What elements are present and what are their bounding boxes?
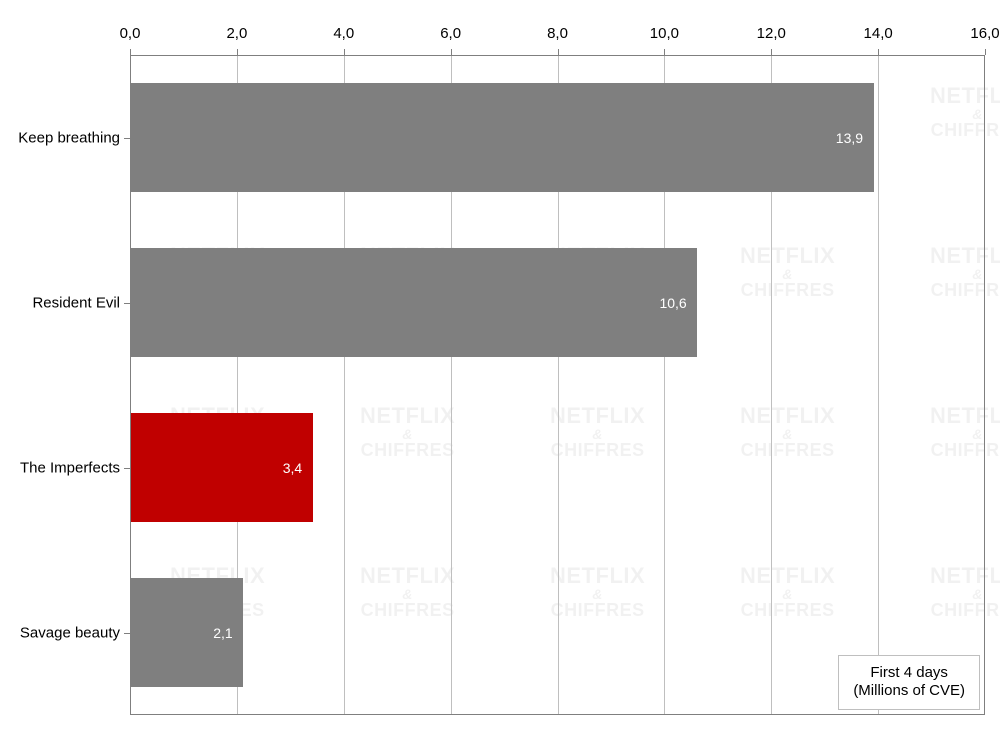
x-tick-mark bbox=[451, 49, 452, 55]
x-tick-label: 12,0 bbox=[757, 25, 786, 42]
x-tick-mark bbox=[344, 49, 345, 55]
x-tick-label: 6,0 bbox=[440, 25, 461, 42]
x-tick-label: 0,0 bbox=[120, 25, 141, 42]
x-tick-label: 4,0 bbox=[333, 25, 354, 42]
bar bbox=[131, 83, 874, 192]
chart-frame: NETFLIX&CHIFFRESNETFLIX&CHIFFRESNETFLIX&… bbox=[0, 0, 1000, 731]
x-tick-label: 14,0 bbox=[864, 25, 893, 42]
x-tick-mark bbox=[878, 49, 879, 55]
x-tick-label: 2,0 bbox=[226, 25, 247, 42]
x-tick-mark bbox=[771, 49, 772, 55]
category-label: The Imperfects bbox=[20, 459, 120, 476]
bar-value-label: 10,6 bbox=[659, 295, 686, 311]
legend-line2: (Millions of CVE) bbox=[853, 682, 965, 701]
x-tick-mark bbox=[558, 49, 559, 55]
bar-value-label: 2,1 bbox=[213, 625, 232, 641]
category-label: Savage beauty bbox=[20, 624, 120, 641]
legend-line1: First 4 days bbox=[853, 664, 965, 683]
x-tick-mark bbox=[130, 49, 131, 55]
y-tick-mark bbox=[124, 633, 130, 634]
bar-value-label: 3,4 bbox=[283, 460, 302, 476]
bar-value-label: 13,9 bbox=[836, 130, 863, 146]
bar bbox=[131, 248, 697, 357]
x-tick-mark bbox=[237, 49, 238, 55]
x-tick-label: 16,0 bbox=[970, 25, 999, 42]
y-tick-mark bbox=[124, 138, 130, 139]
x-tick-mark bbox=[664, 49, 665, 55]
x-tick-mark bbox=[985, 49, 986, 55]
legend: First 4 days(Millions of CVE) bbox=[838, 655, 980, 711]
category-label: Resident Evil bbox=[32, 294, 120, 311]
y-tick-mark bbox=[124, 468, 130, 469]
y-tick-mark bbox=[124, 303, 130, 304]
category-label: Keep breathing bbox=[18, 129, 120, 146]
x-tick-label: 10,0 bbox=[650, 25, 679, 42]
x-tick-label: 8,0 bbox=[547, 25, 568, 42]
